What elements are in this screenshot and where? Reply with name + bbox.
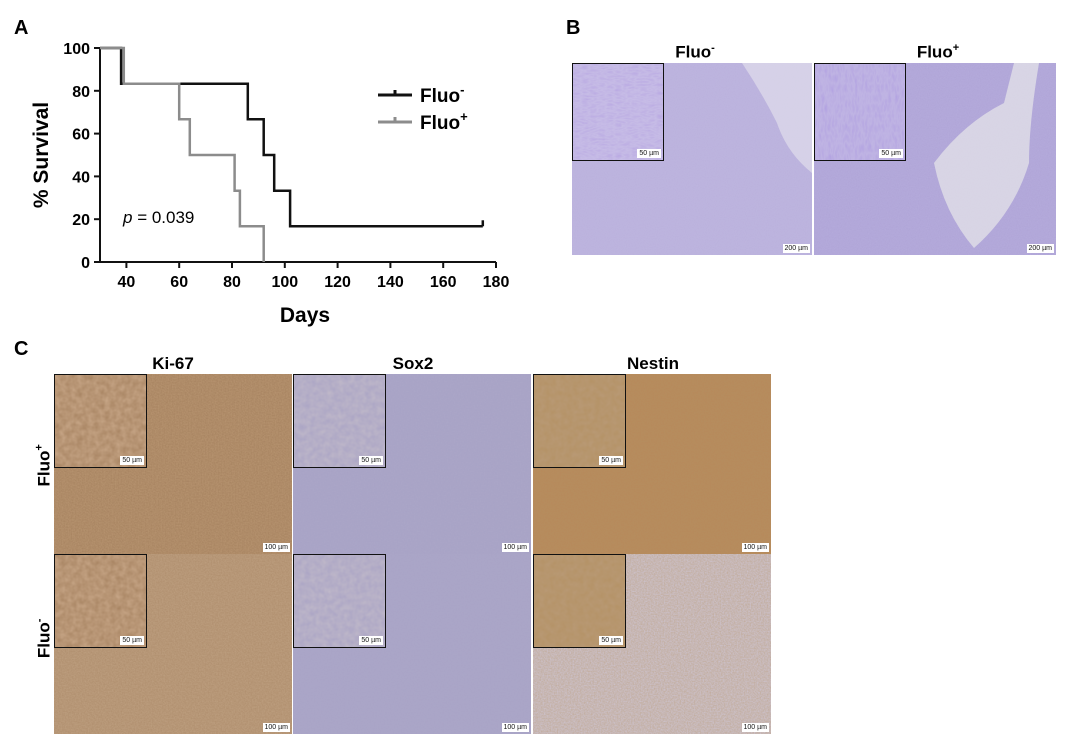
inset-b-fluo-pos: 50 µm [814, 63, 906, 161]
panel-label-c: C [14, 338, 29, 360]
x-tick-label: 160 [430, 274, 457, 291]
y-tick-label: 100 [63, 41, 90, 58]
scalebar-inset: 50 µm [599, 456, 623, 465]
inset-sox2-fluo-pos: 50 µm [293, 374, 386, 468]
scalebar-inset: 50 µm [359, 636, 383, 645]
inset-nestin-fluo-neg: 50 µm [533, 554, 626, 648]
micrograph-nestin-fluo-pos: 50 µm 100 µm [533, 374, 771, 554]
panel-b-title-pos: Fluo+ [916, 42, 960, 62]
column-title-ki67: Ki-67 [152, 354, 194, 373]
chart-axes [99, 48, 496, 263]
x-tick-label: 180 [483, 274, 510, 291]
scalebar-inset: 50 µm [120, 636, 144, 645]
micrograph-sox2-fluo-neg: 50 µm 100 µm [293, 554, 531, 734]
row-label-fluo-pos: Fluo+ [33, 444, 54, 487]
scalebar-main: 100 µm [501, 723, 529, 732]
x-tick-label: 120 [324, 274, 351, 291]
x-tick-label: 140 [377, 274, 404, 291]
inset-sox2-fluo-neg: 50 µm [293, 554, 386, 648]
legend-label-0: Fluo- [420, 82, 464, 107]
panel-b-title-neg: Fluo- [675, 42, 715, 62]
column-title-sox2: Sox2 [392, 354, 434, 373]
inset-nestin-fluo-pos: 50 µm [533, 374, 626, 468]
micrograph-ki67-fluo-neg: 50 µm 100 µm [54, 554, 292, 734]
scalebar-main: 200 µm [1026, 244, 1054, 253]
y-axis-label: % Survival [30, 102, 53, 208]
y-tick-label: 20 [72, 212, 90, 229]
p-symbol: p [122, 208, 132, 227]
micrograph-b-fluo-pos: 50 µm 200 µm [814, 63, 1056, 255]
y-tick-label: 0 [81, 255, 90, 272]
p-value-annotation: p = 0.039 [122, 208, 194, 227]
micrograph-b-fluo-neg: 50 µm 200 µm [572, 63, 812, 255]
scalebar-main: 100 µm [741, 543, 769, 552]
micrograph-nestin-fluo-neg: 50 µm 100 µm [533, 554, 771, 734]
panel-label-a: A [14, 17, 29, 39]
inset-b-fluo-neg: 50 µm [572, 63, 664, 161]
row-label-fluo-neg: Fluo- [33, 618, 54, 659]
scalebar-inset: 50 µm [637, 149, 661, 158]
scalebar-main: 100 µm [741, 723, 769, 732]
panel-label-b: B [566, 17, 581, 39]
x-tick-label: 40 [118, 274, 136, 291]
chart-series [100, 46, 485, 262]
scalebar-main: 100 µm [262, 543, 290, 552]
scalebar-inset: 50 µm [120, 456, 144, 465]
chart-ticks: 0 20 40 60 80 100 40 60 80 100 120 140 160 180 [63, 41, 509, 291]
legend-label-1: Fluo+ [420, 109, 468, 134]
scalebar-main: 200 µm [782, 244, 810, 253]
inset-ki67-fluo-pos: 50 µm [54, 374, 147, 468]
x-axis-label: Days [280, 304, 330, 327]
series-line-1 [100, 46, 265, 262]
y-tick-label: 40 [72, 169, 90, 186]
y-tick-label: 80 [72, 84, 90, 101]
scalebar-inset: 50 µm [599, 636, 623, 645]
x-tick-label: 100 [271, 274, 298, 291]
chart-legend: Fluo-Fluo+ [378, 82, 468, 134]
x-tick-label: 80 [223, 274, 241, 291]
p-value-text: = 0.039 [132, 208, 194, 227]
micrograph-sox2-fluo-pos: 50 µm 100 µm [293, 374, 531, 554]
y-tick-label: 60 [72, 127, 90, 144]
inset-ki67-fluo-neg: 50 µm [54, 554, 147, 648]
column-title-nestin: Nestin [627, 354, 679, 373]
scalebar-inset: 50 µm [879, 149, 903, 158]
scalebar-main: 100 µm [501, 543, 529, 552]
scalebar-inset: 50 µm [359, 456, 383, 465]
scalebar-main: 100 µm [262, 723, 290, 732]
survival-chart: 0 20 40 60 80 100 40 60 80 100 120 140 160 180 % Surv… [30, 41, 509, 327]
x-tick-label: 60 [170, 274, 188, 291]
micrograph-ki67-fluo-pos: 50 µm 100 µm [54, 374, 292, 554]
series-line-0 [100, 46, 483, 228]
